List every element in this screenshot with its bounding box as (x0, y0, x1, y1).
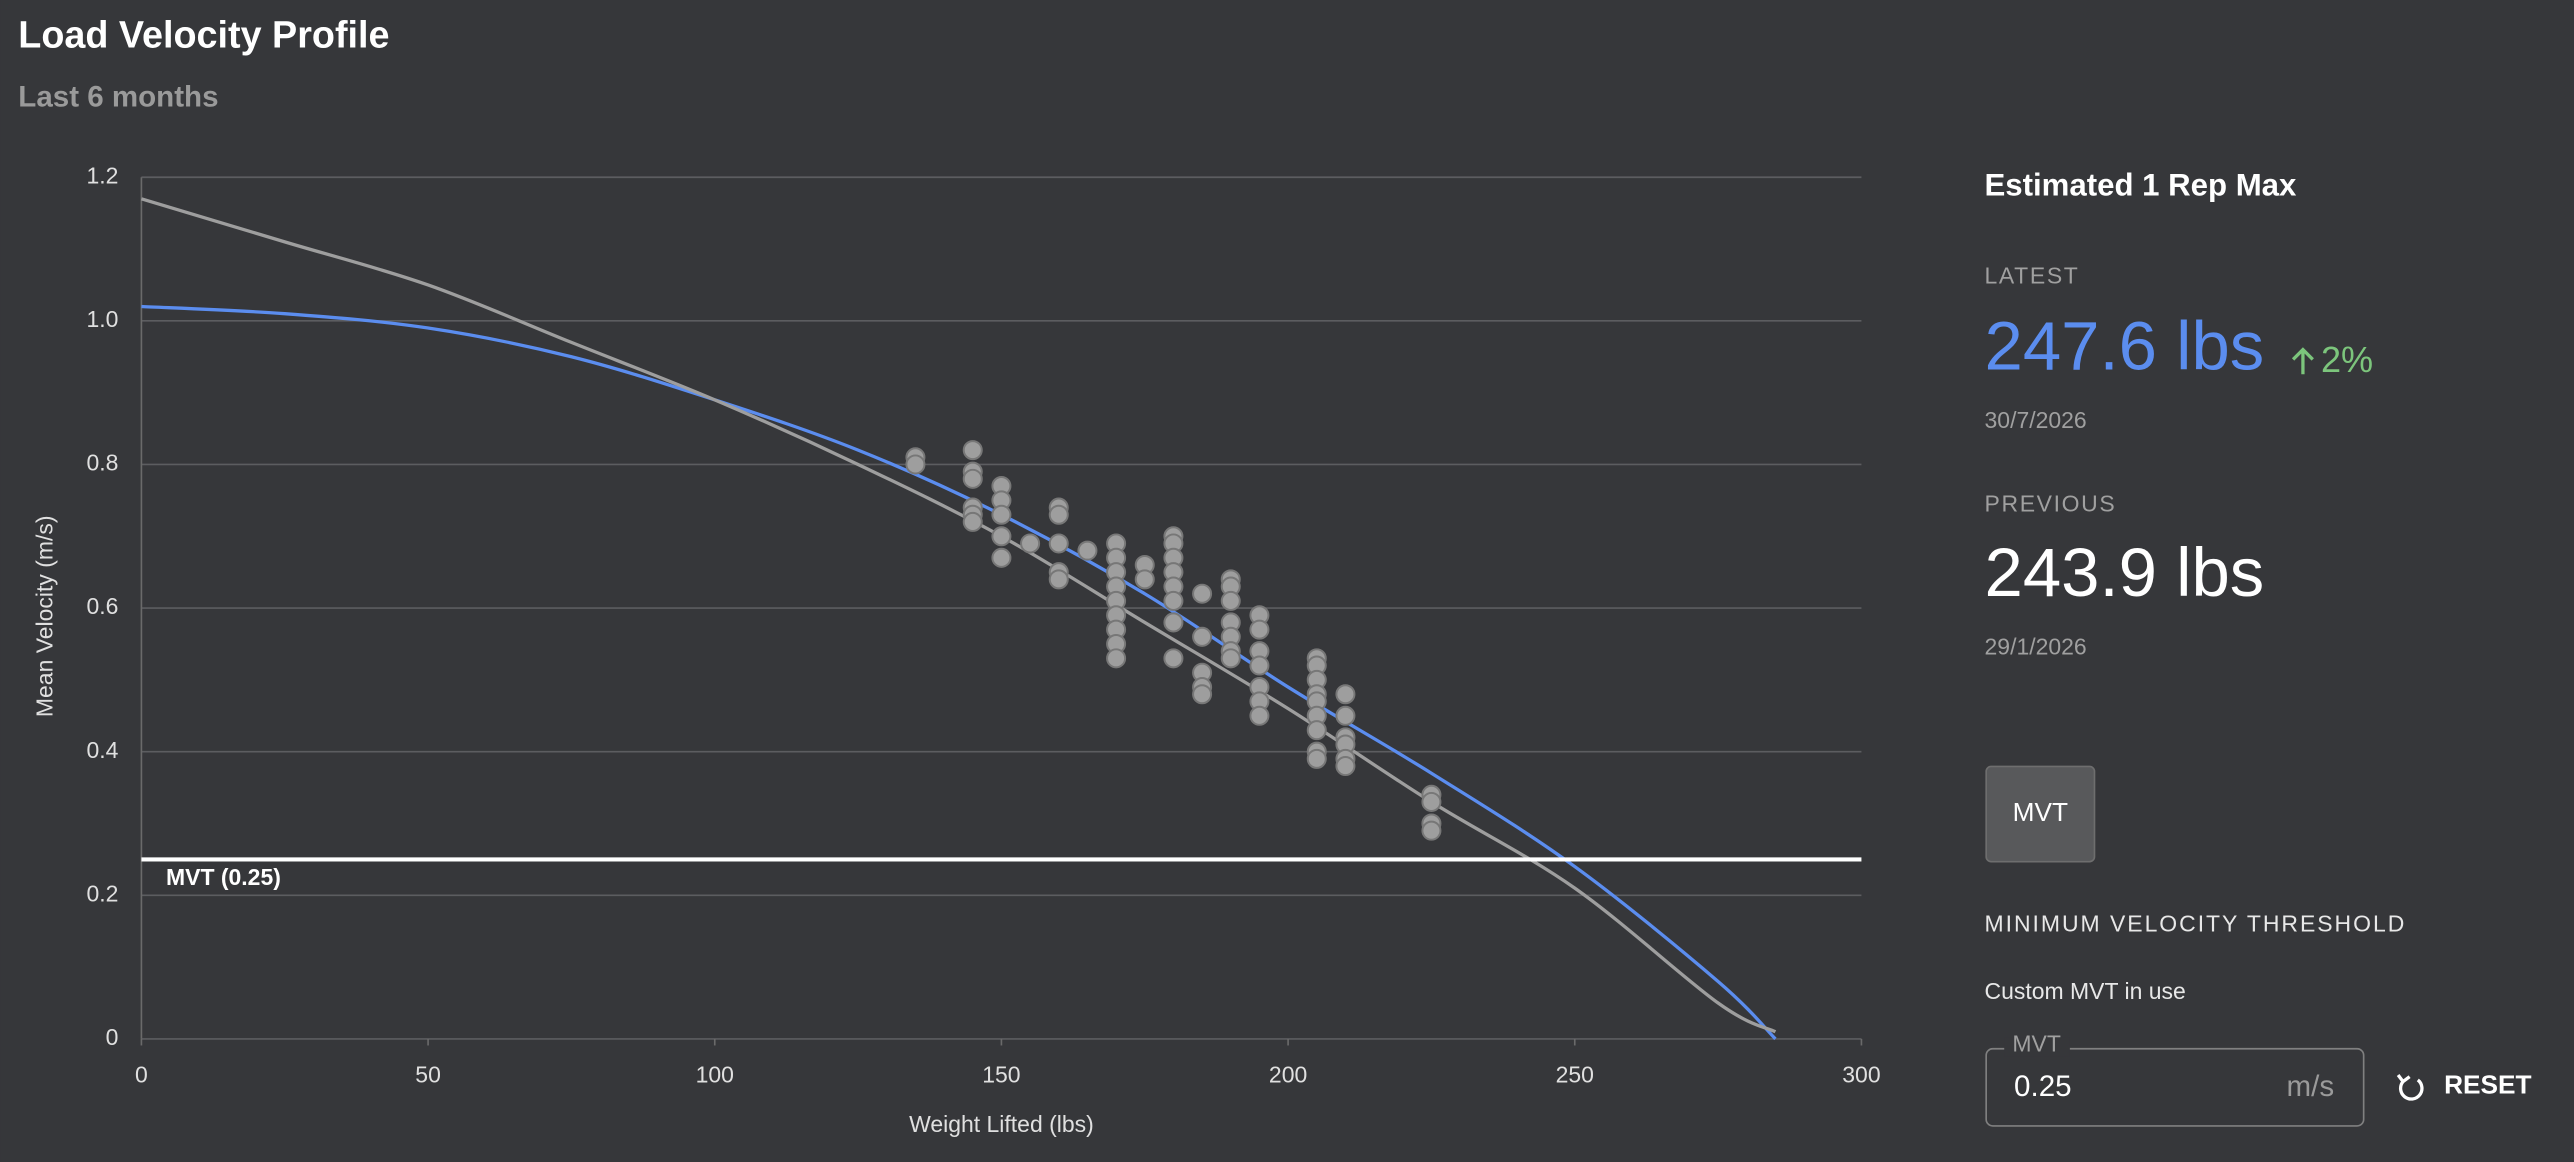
data-point (1048, 533, 1069, 554)
reset-label[interactable]: RESET (2444, 1069, 2532, 1099)
data-point (1192, 583, 1213, 604)
y-tick-label: 0.6 (86, 593, 118, 619)
data-point (905, 454, 926, 475)
y-tick-label: 0 (106, 1024, 119, 1050)
data-point (1220, 648, 1241, 669)
subtitle: Last 6 months (18, 80, 218, 113)
data-point (1163, 612, 1184, 633)
data-point (962, 468, 983, 489)
y-tick-label: 1.2 (86, 162, 118, 188)
side-panel: Estimated 1 Rep Max LATEST 247.6 lbs 2% … (1985, 167, 2532, 1127)
previous-date: 29/1/2026 (1985, 633, 2087, 659)
data-point (991, 504, 1012, 525)
x-tick-label: 150 (982, 1062, 1020, 1088)
data-point (1192, 626, 1213, 647)
x-tick-label: 100 (696, 1062, 734, 1088)
data-point (1249, 655, 1270, 676)
mvt-button[interactable]: MVT (1985, 765, 2096, 863)
data-point (1306, 720, 1327, 741)
data-point (1163, 590, 1184, 611)
data-point (1077, 540, 1098, 561)
data-point (1192, 684, 1213, 705)
x-tick-label: 50 (415, 1062, 441, 1088)
data-point (1249, 619, 1270, 640)
status: Custom MVT in use (1985, 978, 2186, 1004)
input-border[interactable] (1985, 1047, 2365, 1127)
y-tick-label: 1.0 (86, 306, 118, 332)
reset-button[interactable]: RESET (2396, 1069, 2532, 1101)
data-point (1249, 705, 1270, 726)
mvt-button-bg[interactable] (1985, 765, 2096, 863)
data-point (1048, 569, 1069, 590)
title: Load Velocity Profile (18, 14, 389, 56)
data-point (1134, 569, 1155, 590)
x-tick-label: 0 (135, 1062, 148, 1088)
input-value[interactable]: 0.25 (2014, 1070, 2071, 1103)
data-point (1220, 590, 1241, 611)
input-label: MVT (2012, 1031, 2060, 1057)
data-point (991, 547, 1012, 568)
previous-value: 243.9 lbs (1985, 534, 2265, 611)
y-axis-label: Mean Velocity (m/s) (31, 515, 57, 717)
y-tick-label: 0.2 (86, 880, 118, 906)
mvt-button-label[interactable]: MVT (2013, 797, 2068, 827)
input-unit: m/s (2287, 1070, 2335, 1103)
data-point (1306, 748, 1327, 769)
data-point (1421, 791, 1442, 812)
chart: 0 0.2 0.4 0.6 0.8 1.0 1.2 0 50 100 150 200 250 300 Wei… (31, 162, 1880, 1137)
data-point (1020, 533, 1041, 554)
x-axis-label: Weight Lifted (lbs) (909, 1111, 1094, 1137)
x-tick-label: 200 (1269, 1062, 1307, 1088)
previous-label: PREVIOUS (1985, 491, 2117, 517)
reset-icon[interactable] (2396, 1074, 2424, 1101)
x-tick-label: 300 (1842, 1062, 1880, 1088)
y-tick-label: 0.4 (86, 737, 118, 763)
data-point (1421, 820, 1442, 841)
data-point (962, 440, 983, 461)
section-title: MINIMUM VELOCITY THRESHOLD (1985, 911, 2407, 937)
mvt-input[interactable]: MVT 0.25 m/s (1985, 1031, 2365, 1127)
data-point (1335, 756, 1356, 777)
data-point (962, 511, 983, 532)
data-point (1106, 648, 1127, 669)
panel-title: Estimated 1 Rep Max (1985, 167, 2297, 202)
up-arrow-icon (2291, 347, 2314, 375)
data-point (1335, 684, 1356, 705)
latest-change: 2% (2321, 339, 2373, 380)
data-point (1335, 705, 1356, 726)
latest-date: 30/7/2026 (1985, 407, 2087, 433)
label-gap (2004, 1037, 2070, 1057)
latest-value: 247.6 lbs (1985, 307, 2265, 384)
y-tick-label: 0.8 (86, 450, 118, 476)
mvt-annotation: MVT (0.25) (166, 864, 281, 890)
data-point (1048, 504, 1069, 525)
x-tick-label: 250 (1556, 1062, 1594, 1088)
data-point (991, 526, 1012, 547)
data-point (1163, 648, 1184, 669)
latest-label: LATEST (1985, 262, 2080, 288)
